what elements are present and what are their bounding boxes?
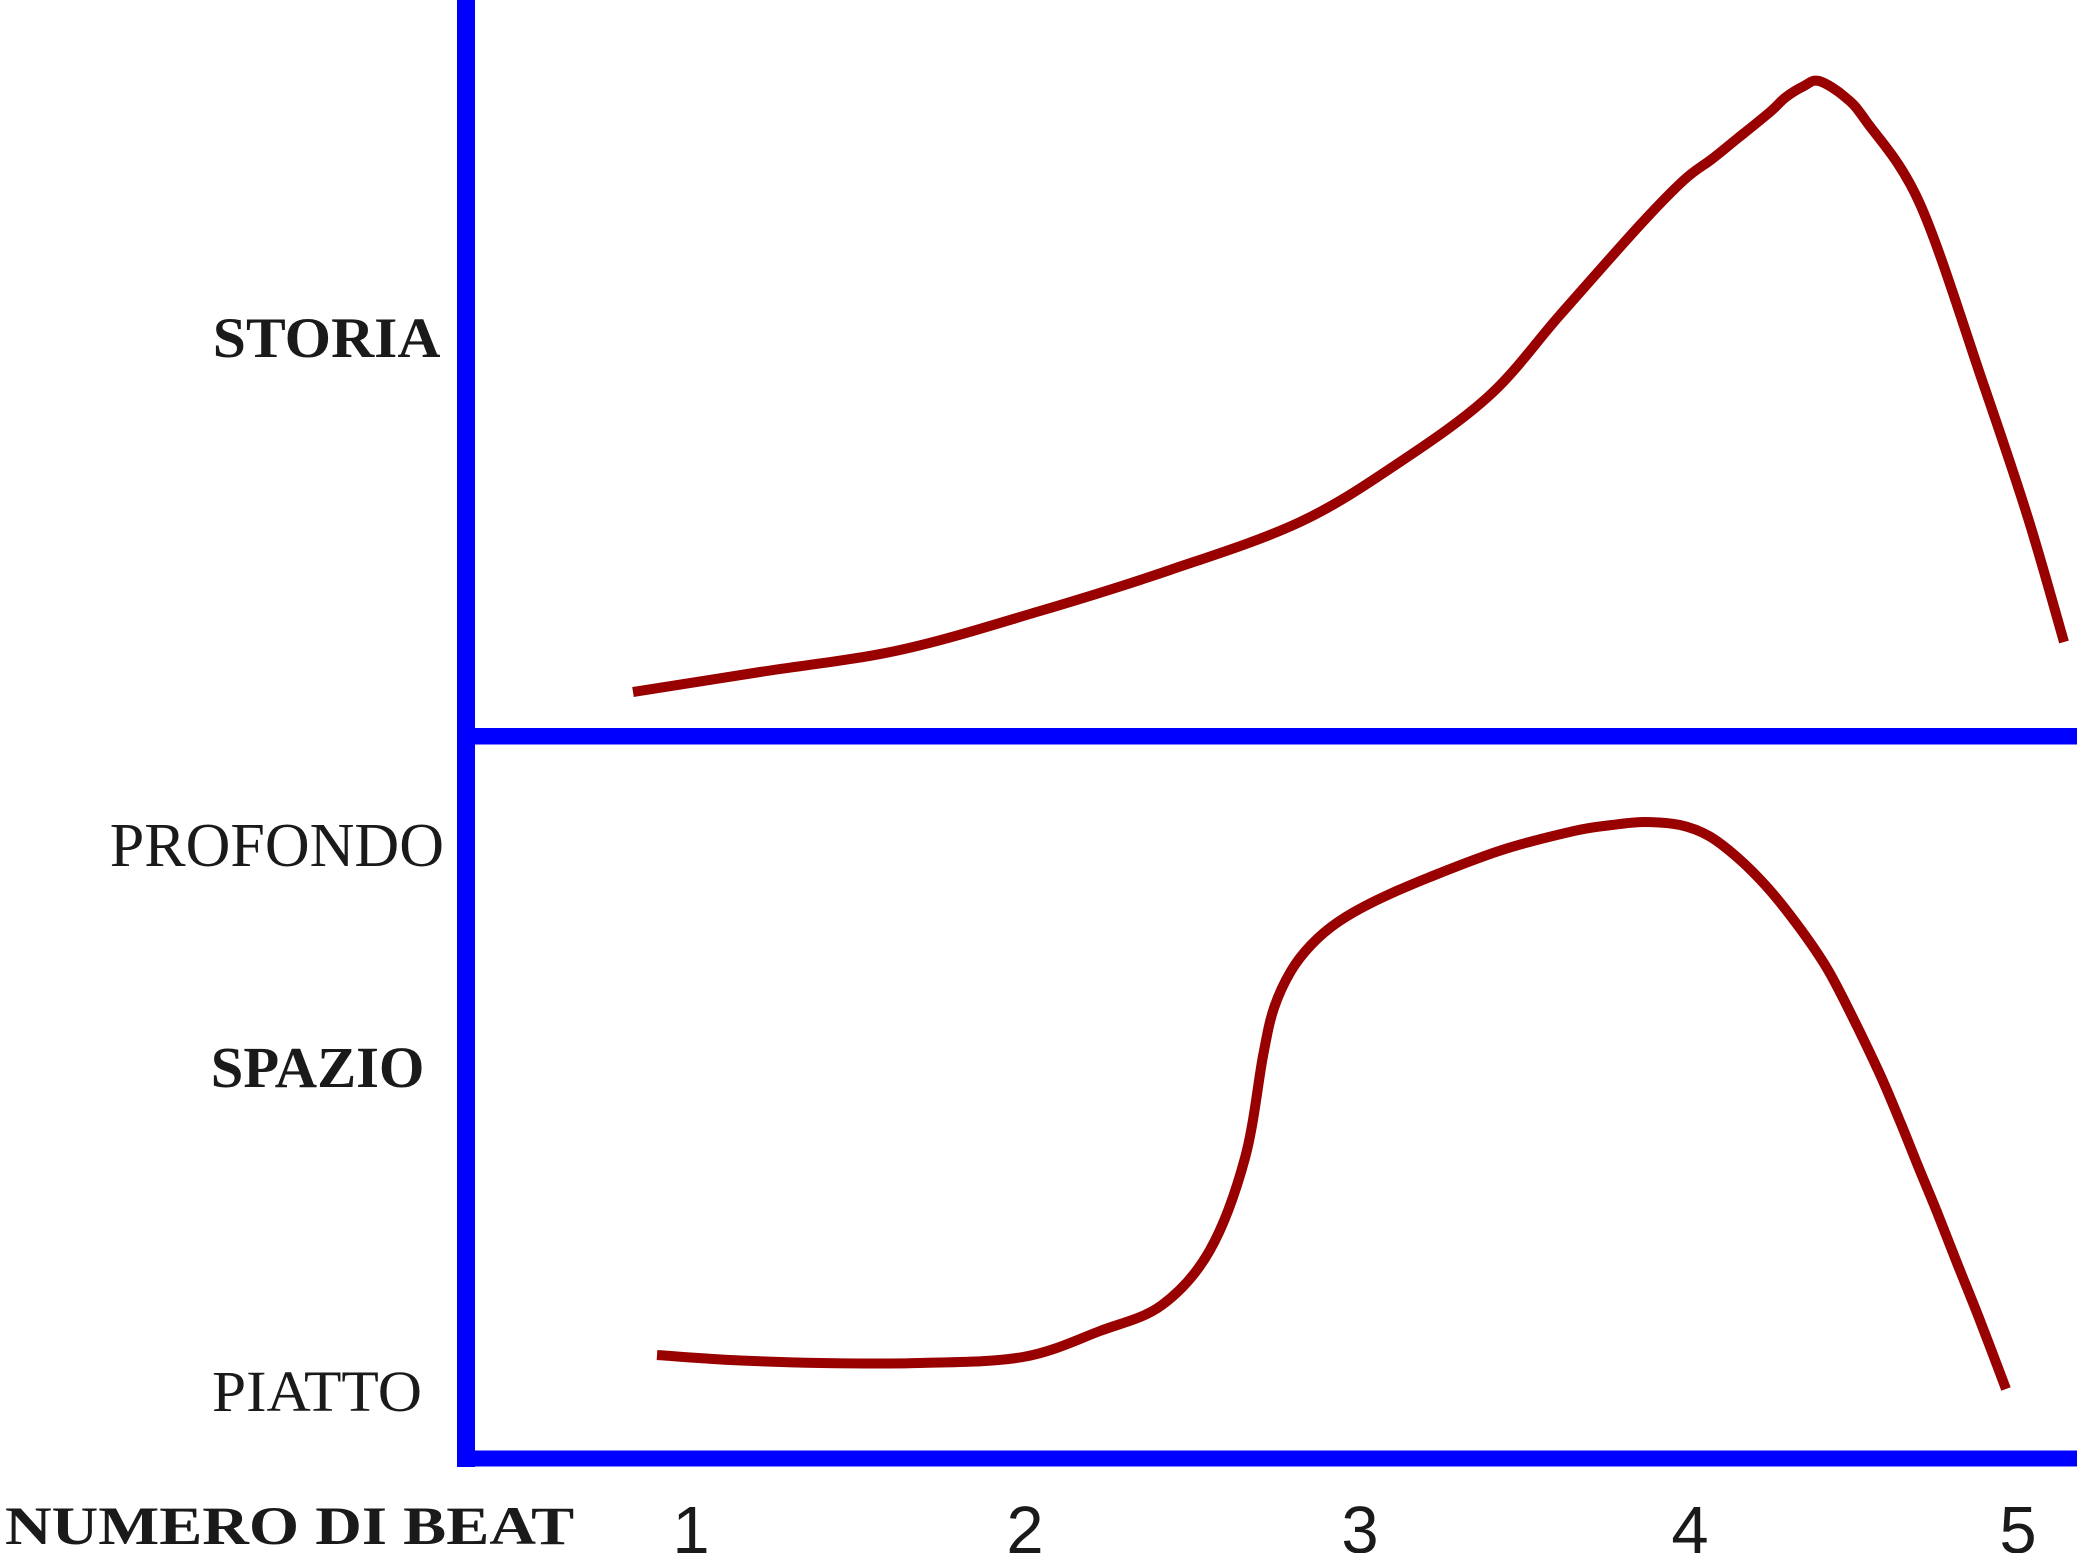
svg-text:PIATTO: PIATTO xyxy=(212,1359,422,1423)
svg-text:STORIA: STORIA xyxy=(213,306,441,369)
svg-text:1: 1 xyxy=(672,1493,709,1553)
svg-text:SPAZIO: SPAZIO xyxy=(211,1035,425,1100)
svg-text:5: 5 xyxy=(1999,1493,2036,1553)
svg-text:4: 4 xyxy=(1671,1493,1708,1553)
svg-text:2: 2 xyxy=(1006,1493,1043,1553)
svg-text:PROFONDO: PROFONDO xyxy=(110,812,444,880)
svg-text:3: 3 xyxy=(1341,1493,1378,1553)
svg-text:NUMERO DI BEAT: NUMERO DI BEAT xyxy=(5,1496,574,1553)
